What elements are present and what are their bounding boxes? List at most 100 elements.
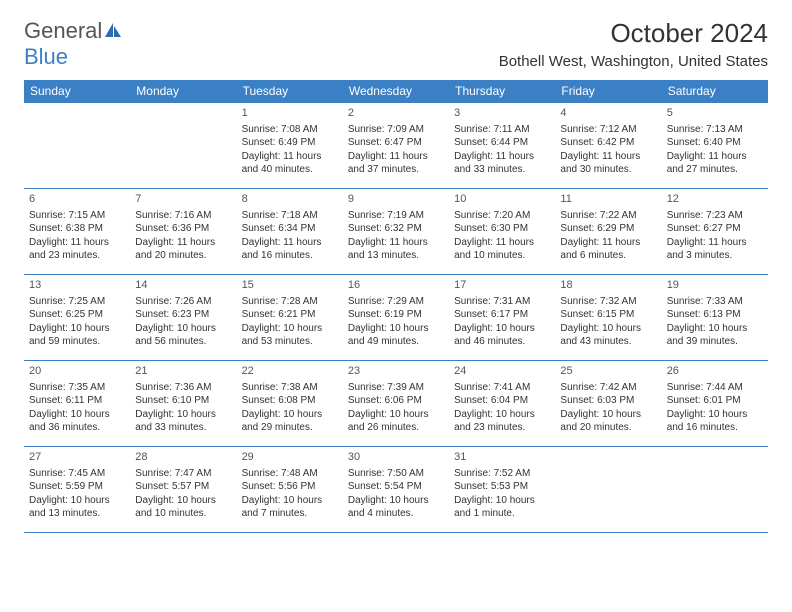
calendar-cell: 1Sunrise: 7:08 AMSunset: 6:49 PMDaylight… <box>237 103 343 189</box>
daylight-text: Daylight: 11 hours and 20 minutes. <box>135 236 231 263</box>
sunset-text: Sunset: 6:11 PM <box>29 394 125 408</box>
daylight-text: Daylight: 10 hours and 36 minutes. <box>29 408 125 435</box>
calendar-cell: 5Sunrise: 7:13 AMSunset: 6:40 PMDaylight… <box>662 103 768 189</box>
day-number: 28 <box>135 450 231 465</box>
daylight-text: Daylight: 10 hours and 4 minutes. <box>348 494 444 521</box>
sunset-text: Sunset: 5:54 PM <box>348 480 444 494</box>
calendar-cell: 31Sunrise: 7:52 AMSunset: 5:53 PMDayligh… <box>449 447 555 533</box>
day-number: 15 <box>242 278 338 293</box>
sunset-text: Sunset: 6:32 PM <box>348 222 444 236</box>
sunset-text: Sunset: 6:06 PM <box>348 394 444 408</box>
daylight-text: Daylight: 11 hours and 16 minutes. <box>242 236 338 263</box>
logo-text-general: General <box>24 18 102 43</box>
daylight-text: Daylight: 10 hours and 7 minutes. <box>242 494 338 521</box>
sunset-text: Sunset: 6:30 PM <box>454 222 550 236</box>
day-header: Monday <box>130 80 236 103</box>
daylight-text: Daylight: 11 hours and 13 minutes. <box>348 236 444 263</box>
calendar-cell: 11Sunrise: 7:22 AMSunset: 6:29 PMDayligh… <box>555 189 661 275</box>
sunset-text: Sunset: 6:13 PM <box>667 308 763 322</box>
calendar-cell: 19 Sunrise: 7:33 AMSunset: 6:13 PMDayligh… <box>662 275 768 361</box>
sunset-text: Sunset: 6:36 PM <box>135 222 231 236</box>
day-number: 26 <box>667 364 763 379</box>
calendar-cell: 29Sunrise: 7:48 AMSunset: 5:56 PMDayligh… <box>237 447 343 533</box>
sunset-text: Sunset: 5:57 PM <box>135 480 231 494</box>
daylight-text: Daylight: 11 hours and 10 minutes. <box>454 236 550 263</box>
day-number: 5 <box>667 106 763 121</box>
daylight-text: Daylight: 10 hours and 10 minutes. <box>135 494 231 521</box>
sunrise-text: Sunrise: 7:52 AM <box>454 467 550 481</box>
calendar-cell: 23Sunrise: 7:39 AMSunset: 6:06 PMDayligh… <box>343 361 449 447</box>
daylight-text: Daylight: 10 hours and 39 minutes. <box>667 322 763 349</box>
sunrise-text: Sunrise: 7:50 AM <box>348 467 444 481</box>
sunrise-text: Sunrise: 7:28 AM <box>242 295 338 309</box>
calendar-week-row: 13Sunrise: 7:25 AMSunset: 6:25 PMDayligh… <box>24 275 768 361</box>
sunset-text: Sunset: 6:01 PM <box>667 394 763 408</box>
day-header: Tuesday <box>237 80 343 103</box>
sunset-text: Sunset: 5:59 PM <box>29 480 125 494</box>
sunrise-text: Sunrise: 7:32 AM <box>560 295 656 309</box>
sunrise-text: Sunrise: 7:41 AM <box>454 381 550 395</box>
calendar-cell: 18Sunrise: 7:32 AMSunset: 6:15 PMDayligh… <box>555 275 661 361</box>
day-number: 21 <box>135 364 231 379</box>
calendar-cell: 15Sunrise: 7:28 AMSunset: 6:21 PMDayligh… <box>237 275 343 361</box>
title-block: October 2024 Bothell West, Washington, U… <box>499 18 768 70</box>
sunset-text: Sunset: 5:53 PM <box>454 480 550 494</box>
logo-sail-icon <box>104 18 124 44</box>
calendar-cell: 12Sunrise: 7:23 AMSunset: 6:27 PMDayligh… <box>662 189 768 275</box>
day-number: 31 <box>454 450 550 465</box>
day-number: 19 <box>667 278 763 293</box>
sunrise-text: Sunrise: 7:15 AM <box>29 209 125 223</box>
daylight-text: Daylight: 11 hours and 37 minutes. <box>348 150 444 177</box>
daylight-text: Daylight: 11 hours and 30 minutes. <box>560 150 656 177</box>
sunrise-text: Sunrise: 7:48 AM <box>242 467 338 481</box>
day-number: 2 <box>348 106 444 121</box>
day-header: Saturday <box>662 80 768 103</box>
day-number: 1 <box>242 106 338 121</box>
sunrise-text: Sunrise: 7:19 AM <box>348 209 444 223</box>
sunrise-text: Sunrise: 7:20 AM <box>454 209 550 223</box>
calendar-cell: 9 Sunrise: 7:19 AMSunset: 6:32 PMDaylight… <box>343 189 449 275</box>
daylight-text: Daylight: 10 hours and 33 minutes. <box>135 408 231 435</box>
day-number: 12 <box>667 192 763 207</box>
month-title: October 2024 <box>499 18 768 49</box>
day-number: 8 <box>242 192 338 207</box>
sunset-text: Sunset: 6:08 PM <box>242 394 338 408</box>
daylight-text: Daylight: 11 hours and 6 minutes. <box>560 236 656 263</box>
sunset-text: Sunset: 6:15 PM <box>560 308 656 322</box>
calendar-cell: 16Sunrise: 7:29 AMSunset: 6:19 PMDayligh… <box>343 275 449 361</box>
calendar-week-row: 27Sunrise: 7:45 AMSunset: 5:59 PMDayligh… <box>24 447 768 533</box>
sunrise-text: Sunrise: 7:12 AM <box>560 123 656 137</box>
daylight-text: Daylight: 11 hours and 3 minutes. <box>667 236 763 263</box>
sunset-text: Sunset: 6:17 PM <box>454 308 550 322</box>
day-number: 4 <box>560 106 656 121</box>
sunrise-text: Sunrise: 7:11 AM <box>454 123 550 137</box>
calendar-cell: 8Sunrise: 7:18 AMSunset: 6:34 PMDaylight… <box>237 189 343 275</box>
calendar-cell: 10Sunrise: 7:20 AMSunset: 6:30 PMDayligh… <box>449 189 555 275</box>
calendar-cell <box>662 447 768 533</box>
calendar-cell: 2Sunrise: 7:09 AMSunset: 6:47 PMDaylight… <box>343 103 449 189</box>
calendar-table: Sunday Monday Tuesday Wednesday Thursday… <box>24 80 768 533</box>
sunset-text: Sunset: 6:27 PM <box>667 222 763 236</box>
daylight-text: Daylight: 10 hours and 56 minutes. <box>135 322 231 349</box>
day-number: 9 <box>348 192 444 207</box>
day-number: 30 <box>348 450 444 465</box>
logo-text-blue: Blue <box>24 44 68 69</box>
sunrise-text: Sunrise: 7:13 AM <box>667 123 763 137</box>
daylight-text: Daylight: 10 hours and 43 minutes. <box>560 322 656 349</box>
day-number: 17 <box>454 278 550 293</box>
sunset-text: Sunset: 6:44 PM <box>454 136 550 150</box>
daylight-text: Daylight: 10 hours and 20 minutes. <box>560 408 656 435</box>
day-number: 3 <box>454 106 550 121</box>
sunset-text: Sunset: 6:29 PM <box>560 222 656 236</box>
calendar-cell <box>130 103 236 189</box>
daylight-text: Daylight: 10 hours and 13 minutes. <box>29 494 125 521</box>
daylight-text: Daylight: 10 hours and 26 minutes. <box>348 408 444 435</box>
daylight-text: Daylight: 10 hours and 46 minutes. <box>454 322 550 349</box>
sunrise-text: Sunrise: 7:33 AM <box>667 295 763 309</box>
day-number: 6 <box>29 192 125 207</box>
sunset-text: Sunset: 6:10 PM <box>135 394 231 408</box>
sunrise-text: Sunrise: 7:45 AM <box>29 467 125 481</box>
sunrise-text: Sunrise: 7:16 AM <box>135 209 231 223</box>
calendar-cell: 20Sunrise: 7:35 AMSunset: 6:11 PMDayligh… <box>24 361 130 447</box>
day-number: 20 <box>29 364 125 379</box>
